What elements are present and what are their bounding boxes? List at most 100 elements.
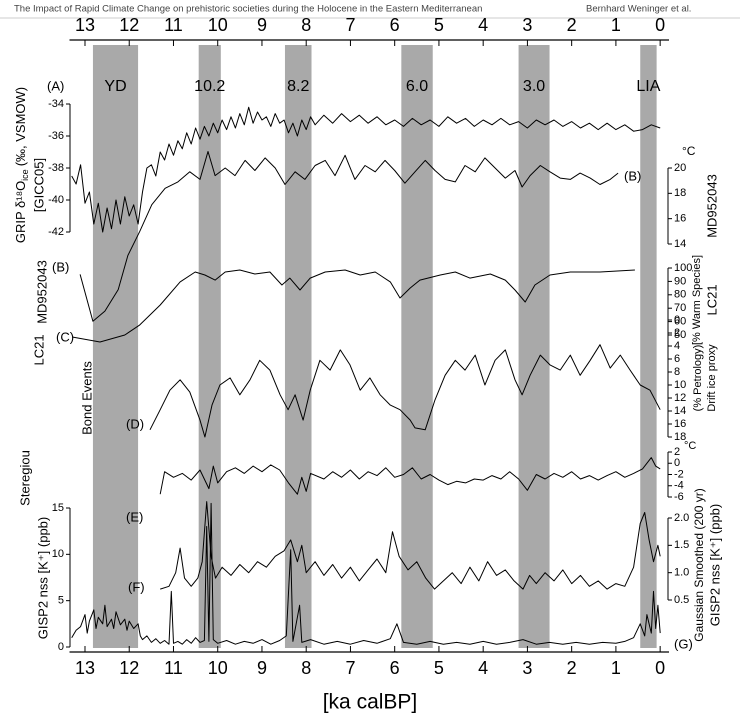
y-tick-label: 14 bbox=[674, 238, 686, 250]
x-tick-label: 5 bbox=[434, 658, 444, 678]
y-tick-label: 12 bbox=[674, 392, 686, 404]
y-tick-label: 15 bbox=[52, 502, 64, 514]
series-line bbox=[149, 344, 661, 438]
x-tick-label-top: 2 bbox=[567, 15, 577, 35]
y-tick-label: 1.5 bbox=[674, 539, 689, 551]
y-tick-label: 2.0 bbox=[674, 512, 689, 524]
y-tick-label: 4 bbox=[674, 340, 680, 352]
x-tick-label: 12 bbox=[119, 658, 139, 678]
y-tick-label: 1.0 bbox=[674, 567, 689, 579]
x-tick-label-top: 6 bbox=[390, 15, 400, 35]
series-name: MD952043 bbox=[704, 174, 719, 238]
x-tick-label: 1 bbox=[611, 658, 621, 678]
series-name: Bond Events bbox=[79, 361, 94, 435]
series-line bbox=[159, 457, 661, 495]
y-tick-label: 18 bbox=[674, 431, 686, 443]
y-tick-label: -36 bbox=[48, 130, 64, 142]
x-tick-label-top: 8 bbox=[301, 15, 311, 35]
header-authors: Bernhard Weninger et al. bbox=[586, 4, 691, 15]
x-tick-label-top: 13 bbox=[75, 15, 95, 35]
series-line bbox=[71, 106, 661, 233]
y-tick-label: 16 bbox=[674, 418, 686, 430]
event-label: 8.2 bbox=[287, 78, 309, 95]
y-tick-label: -38 bbox=[48, 162, 64, 174]
y-tick-label: 0 bbox=[674, 314, 680, 326]
y-tick-label: -40 bbox=[48, 194, 64, 206]
y-tick-label: 50 bbox=[674, 329, 686, 341]
event-band bbox=[92, 45, 139, 648]
x-tick-label: 3 bbox=[522, 658, 532, 678]
y-tick-label: 0 bbox=[58, 641, 64, 653]
panel-label: (E) bbox=[126, 509, 143, 524]
event-band bbox=[401, 45, 433, 648]
panel-label: (G) bbox=[674, 636, 693, 651]
y-label-sub: ice bbox=[20, 169, 30, 181]
x-tick-label: 6 bbox=[390, 658, 400, 678]
event-band bbox=[198, 45, 221, 648]
y-tick-label: -34 bbox=[48, 98, 64, 110]
series-name: Steregiou bbox=[17, 450, 32, 506]
panel-label: (B) bbox=[52, 259, 69, 274]
y-tick-label: 14 bbox=[674, 405, 686, 417]
y-tick-label: 80 bbox=[674, 289, 686, 301]
y-tick-label: 0.5 bbox=[674, 594, 689, 606]
series-name: MD952043 bbox=[34, 260, 49, 324]
y-tick-label: 8 bbox=[674, 366, 680, 378]
series-line bbox=[79, 151, 619, 322]
x-axis-label: [ka calBP] bbox=[323, 691, 418, 714]
series-line bbox=[72, 269, 635, 343]
y-axis-label: GISP2 nss [K⁺] (ppb) bbox=[35, 517, 50, 639]
event-band bbox=[284, 45, 312, 648]
event-label: 3.0 bbox=[523, 78, 545, 95]
panel-label: (D) bbox=[126, 416, 144, 431]
x-tick-label: 7 bbox=[345, 658, 355, 678]
event-label: LIA bbox=[636, 78, 660, 95]
y-tick-label: 6 bbox=[674, 353, 680, 365]
y-tick-label: 0 bbox=[674, 457, 680, 469]
y-tick-label: 100 bbox=[674, 262, 692, 274]
y-tick-label: -4 bbox=[674, 480, 684, 492]
series-name: LC21 bbox=[704, 284, 719, 315]
y-tick-label: 60 bbox=[674, 316, 686, 328]
panel-label: (F) bbox=[128, 579, 145, 594]
y-axis-label: [GICC05] bbox=[31, 158, 46, 212]
x-tick-label: 11 bbox=[164, 658, 183, 678]
x-tick-label-top: 11 bbox=[164, 15, 183, 35]
y-axis-label: GISP2 nss [K⁺] (ppb) bbox=[707, 504, 722, 626]
y-tick-label: -2 bbox=[674, 468, 684, 480]
event-label: 10.2 bbox=[194, 78, 225, 95]
x-tick-label: 13 bbox=[75, 658, 95, 678]
y-tick-label: 10 bbox=[674, 379, 686, 391]
y-tick-label: 10 bbox=[52, 548, 64, 560]
y-tick-label: 18 bbox=[674, 187, 686, 199]
x-tick-label-top: 1 bbox=[611, 15, 621, 35]
header-title: The Impact of Rapid Climate Change on pr… bbox=[14, 4, 482, 15]
y-tick-label: 2 bbox=[674, 327, 680, 339]
x-tick-label-top: 5 bbox=[434, 15, 444, 35]
y-tick-label: 90 bbox=[674, 275, 686, 287]
series-name: LC21 bbox=[31, 334, 46, 365]
x-tick-label-top: 7 bbox=[345, 15, 355, 35]
y-tick-label: 5 bbox=[58, 595, 64, 607]
series-line bbox=[71, 502, 661, 645]
y-axis-label: GRIP δ¹⁸Oice (‰, VSMOW) bbox=[13, 87, 30, 243]
y-axis-label: (% Petrology) bbox=[692, 345, 704, 412]
x-tick-label-top: 4 bbox=[478, 15, 488, 35]
x-tick-label: 9 bbox=[257, 658, 267, 678]
event-label: YD bbox=[104, 78, 126, 95]
y-tick-label: -42 bbox=[48, 226, 64, 238]
x-tick-label: 4 bbox=[478, 658, 488, 678]
x-tick-label-top: 12 bbox=[119, 15, 139, 35]
x-tick-label-top: 10 bbox=[208, 15, 228, 35]
event-band bbox=[640, 45, 657, 648]
x-tick-label-top: 9 bbox=[257, 15, 267, 35]
y-tick-label: 16 bbox=[674, 213, 686, 225]
panel-label: (C) bbox=[56, 329, 74, 344]
event-band bbox=[518, 45, 550, 648]
y-axis-label: [% Warm Species] bbox=[691, 255, 703, 345]
event-bands bbox=[92, 45, 657, 648]
x-tick-label: 0 bbox=[655, 658, 665, 678]
y-label-part: GRIP δ¹⁸O bbox=[13, 181, 28, 243]
y-axis-label: Drift ice proxy bbox=[706, 344, 718, 412]
